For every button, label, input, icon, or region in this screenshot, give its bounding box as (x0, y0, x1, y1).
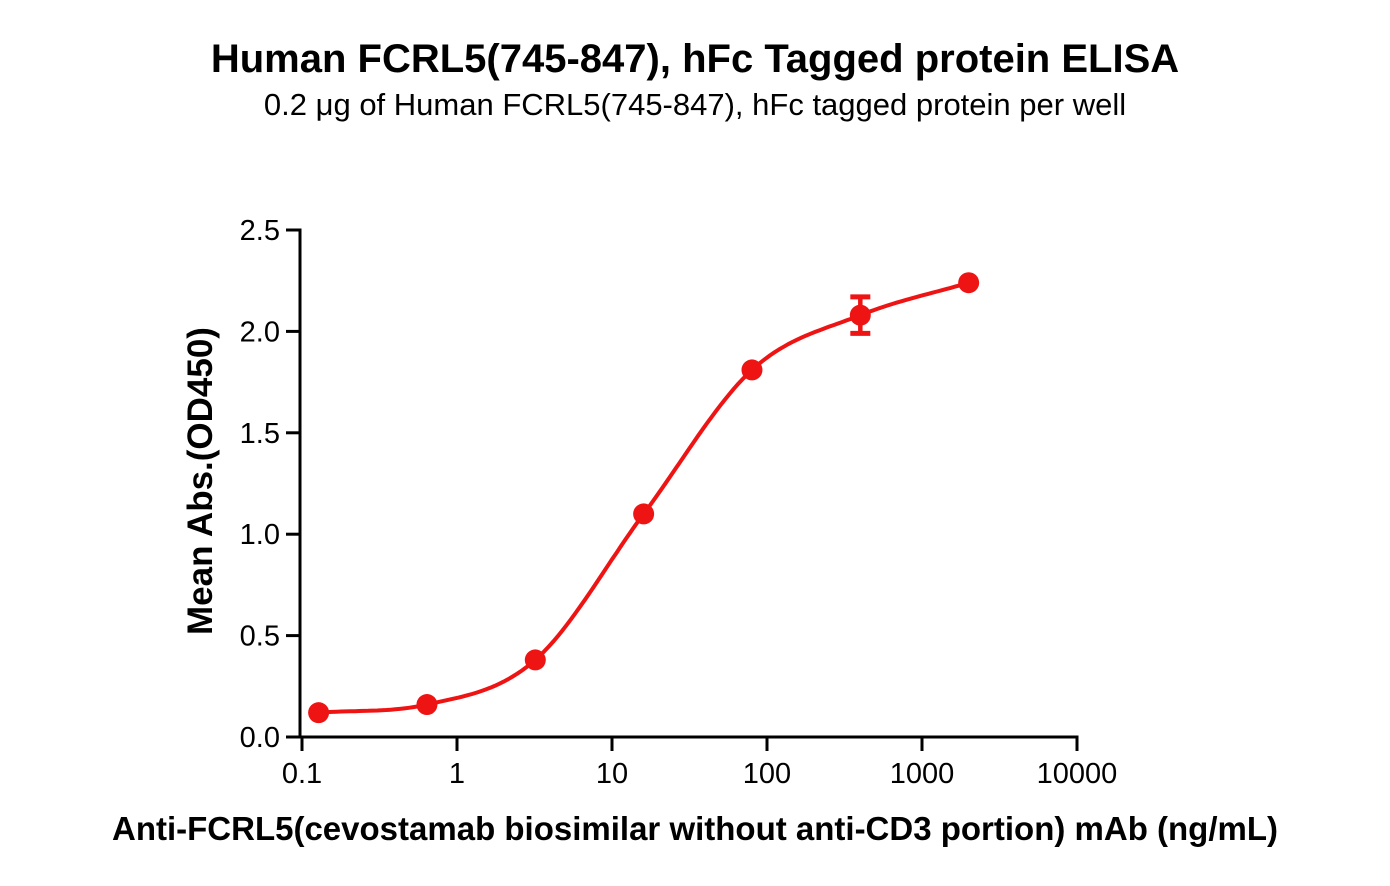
y-tick-label: 1.5 (240, 418, 280, 450)
x-axis-title: Anti-FCRL5(cevostamab biosimilar without… (112, 810, 1278, 847)
y-tick-label: 1.0 (240, 519, 280, 551)
x-tick-label: 10 (596, 758, 628, 790)
x-tick-label: 0.1 (282, 758, 322, 790)
x-tick-label: 100 (743, 758, 791, 790)
x-tick-label: 1000 (890, 758, 955, 790)
data-point (741, 359, 763, 381)
data-point (308, 702, 330, 724)
y-tick-label: 2.0 (240, 316, 280, 348)
fit-curve (316, 280, 971, 715)
y-tick-label: 0.5 (240, 621, 280, 653)
x-tick-label: 10000 (1037, 758, 1118, 790)
data-point (958, 272, 980, 294)
x-tick-label: 1 (449, 758, 465, 790)
chart-title: Human FCRL5(745-847), hFc Tagged protein… (210, 37, 1180, 81)
data-point (633, 503, 655, 525)
chart-subtitle: 0.2 μg of Human FCRL5(745-847), hFc tagg… (263, 87, 1127, 122)
y-tick-label: 2.5 (240, 215, 280, 247)
data-point (849, 304, 871, 326)
data-point (416, 694, 438, 716)
y-tick-label: 0.0 (240, 722, 280, 754)
data-point (524, 649, 546, 671)
